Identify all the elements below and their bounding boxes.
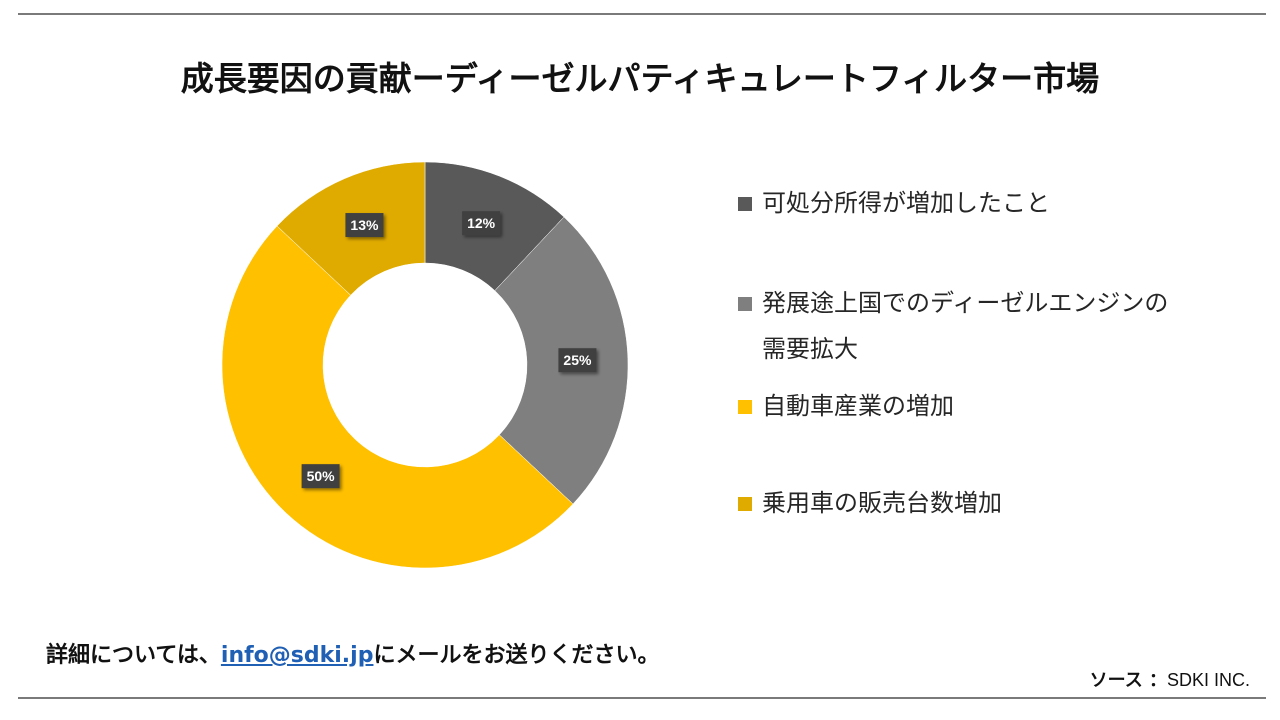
legend-swatch-2	[738, 297, 752, 311]
data-label-box-1	[462, 211, 501, 236]
source-credit: ソース ：SDKI INC.	[1090, 666, 1250, 692]
legend-label-2: 発展途上国でのディーゼルエンジンの需要拡大	[762, 289, 1169, 363]
source-value: SDKI INC.	[1166, 670, 1250, 690]
data-label-text-2: 25%	[563, 352, 592, 368]
source-label: ソース ：	[1089, 670, 1167, 691]
legend-item-4: 乗用車の販売台数増加	[738, 480, 1172, 526]
legend-item-2: 発展途上国でのディーゼルエンジンの需要拡大	[738, 280, 1172, 372]
legend-swatch-4	[738, 497, 752, 511]
data-label-text-3: 50%	[307, 468, 336, 484]
data-label-text-4: 13%	[350, 217, 379, 233]
chart-title: 成長要因の貢献ーディーゼルパティキュレートフィルター市場	[180, 59, 1100, 98]
legend-label-1: 可処分所得が増加したこと	[762, 189, 1050, 217]
data-label-box-2	[558, 348, 597, 373]
data-label-2: 25%	[558, 348, 597, 373]
data-label-text-1: 12%	[467, 215, 496, 231]
legend-item-1: 可処分所得が増加したこと	[738, 180, 1172, 226]
contact-note-suffix: にメールをお送りください。	[373, 643, 660, 668]
data-label-3: 50%	[301, 464, 340, 489]
contact-note: 詳細については、info@sdki.jpにメールをお送りください。	[46, 637, 659, 669]
legend-swatch-1	[738, 197, 752, 211]
data-label-4: 13%	[345, 213, 384, 238]
legend-item-3: 自動車産業の増加	[738, 383, 1172, 429]
top-divider	[18, 13, 1266, 15]
donut-data-labels: 12% 25% 50% 13%	[301, 211, 597, 489]
legend-label-3: 自動車産業の増加	[762, 392, 954, 420]
contact-note-prefix: 詳細については、	[46, 643, 221, 668]
bottom-divider	[18, 697, 1266, 699]
legend-label-4: 乗用車の販売台数増加	[762, 489, 1002, 517]
data-label-box-4	[345, 213, 384, 238]
data-label-1: 12%	[462, 211, 501, 236]
contact-email-link[interactable]: info@sdki.jp	[220, 643, 374, 668]
data-label-box-3	[301, 464, 340, 489]
legend-swatch-3	[738, 400, 752, 414]
